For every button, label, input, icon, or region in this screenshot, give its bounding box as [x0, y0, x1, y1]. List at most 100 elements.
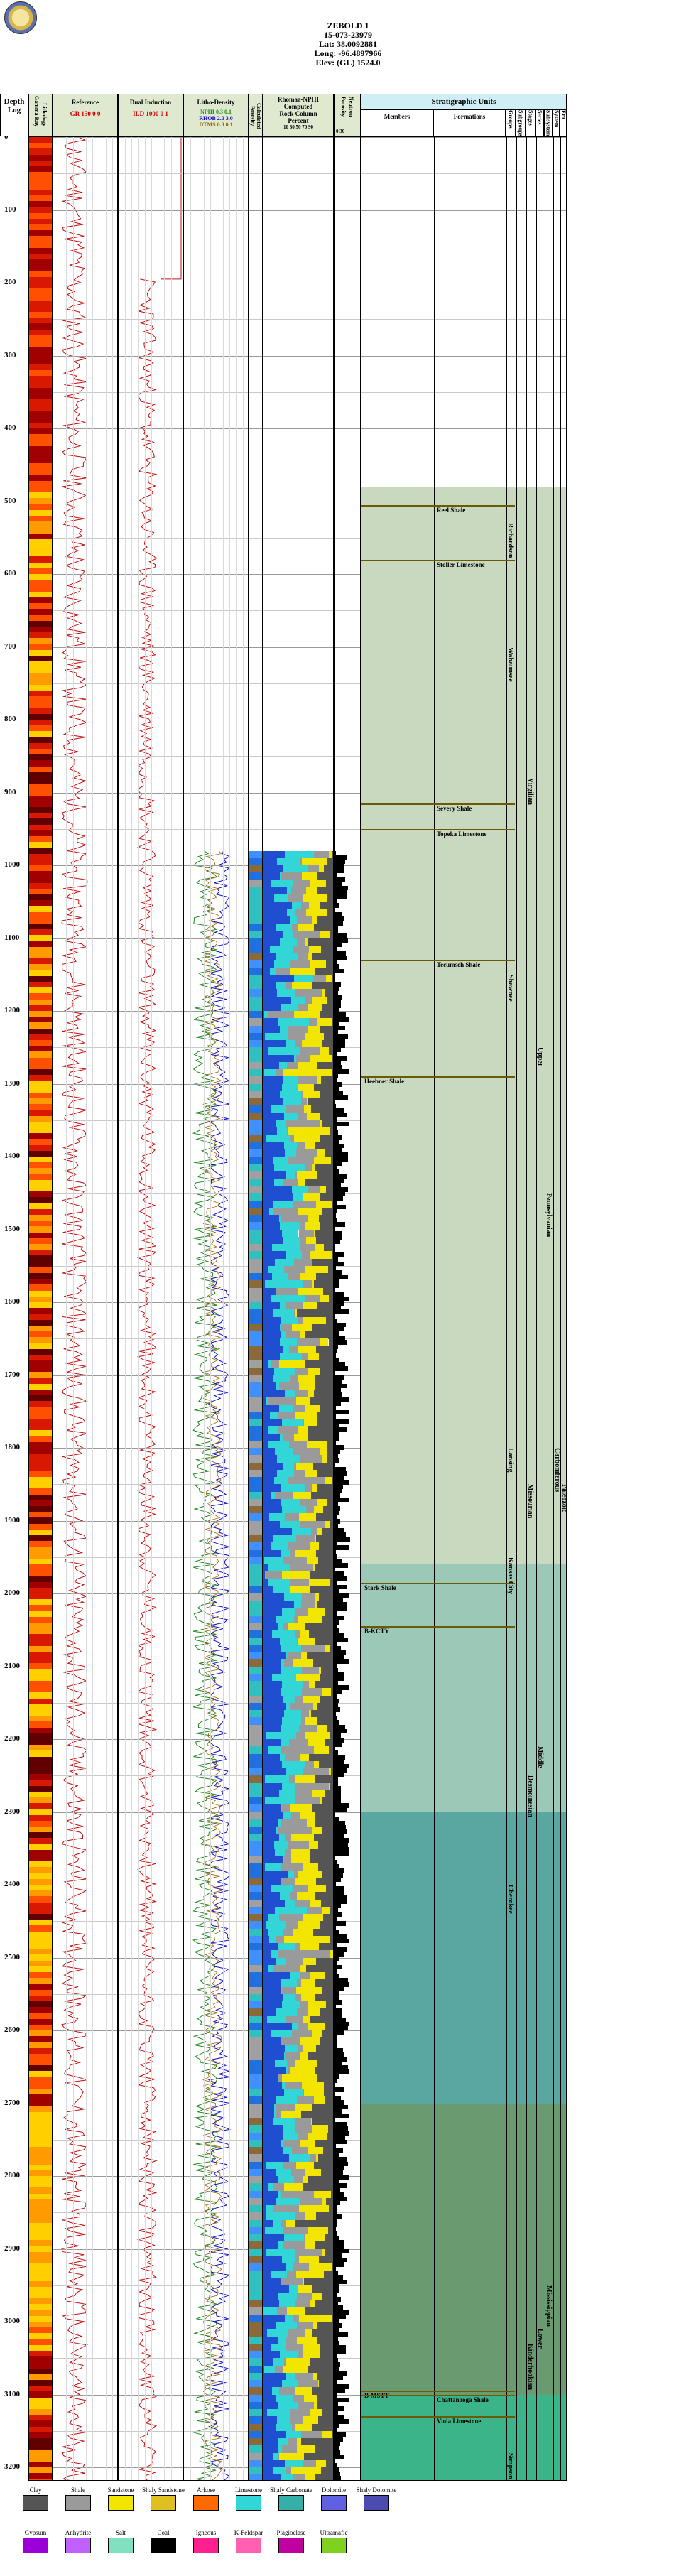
gr-color-band	[29, 2246, 52, 2253]
rock-fraction	[312, 1484, 318, 1493]
porosity-fill	[335, 2419, 350, 2424]
rock-fraction	[263, 2314, 285, 2322]
gr-color-band	[29, 201, 52, 208]
rock-fraction	[295, 1797, 320, 1806]
porosity-fill	[335, 1611, 337, 1616]
rock-fraction	[263, 2452, 273, 2461]
porosity-fill	[335, 982, 341, 987]
rock-fraction	[271, 1294, 305, 1303]
rock-fraction	[263, 2052, 285, 2060]
rock-fraction	[331, 1251, 333, 1260]
rock-fraction	[281, 1229, 299, 1238]
porosity-fill	[335, 1728, 347, 1734]
grid-line	[263, 756, 333, 757]
calc-porosity-band	[249, 1069, 262, 1078]
rock-fraction	[319, 1215, 333, 1223]
rock-fraction	[312, 2329, 333, 2337]
depth-label: 2000	[4, 1589, 20, 1597]
formation-top-line	[361, 1626, 515, 1628]
gr-color-band	[29, 1343, 52, 1350]
rock-fraction	[311, 1827, 322, 1835]
gr-color-band	[29, 1040, 52, 1047]
gr-color-band	[29, 673, 52, 680]
gr-color-band	[29, 574, 52, 581]
calc-porosity-band	[249, 1324, 262, 1332]
rock-fraction	[278, 2387, 295, 2396]
calc-porosity-band	[249, 2322, 262, 2330]
gr-color-band	[29, 1337, 52, 1344]
rock-fraction	[320, 1113, 333, 1121]
porosity-fill	[335, 1846, 350, 1852]
grid-line	[119, 1484, 183, 1485]
gr-color-band	[29, 189, 52, 196]
rock-fraction	[263, 1215, 279, 1223]
gr-color-band	[29, 1599, 52, 1606]
porosity-fill	[335, 1685, 349, 1690]
porosity-fill	[335, 911, 342, 917]
rock-fraction	[278, 2293, 297, 2301]
rock-fraction	[276, 1957, 287, 1966]
rock-fraction	[277, 2241, 284, 2250]
rock-fraction	[315, 1564, 333, 1573]
rock-fraction	[263, 1935, 270, 1944]
porosity-fill	[335, 1921, 347, 1926]
calc-porosity-band	[249, 1804, 262, 1813]
rock-fraction	[266, 1397, 269, 1405]
porosity-fill	[335, 1763, 349, 1769]
porosity-fill	[335, 1694, 337, 1699]
porosity-fill	[335, 2380, 337, 2385]
rock-fraction	[266, 2161, 283, 2170]
calc-porosity-band	[249, 1003, 262, 1012]
rock-fraction	[295, 1309, 297, 1318]
calc-porosity-band	[249, 1171, 262, 1179]
calc-porosity-band	[249, 2125, 262, 2133]
porosity-fill	[335, 1169, 340, 1175]
porosity-fill	[335, 1165, 338, 1170]
rock-fraction	[263, 1390, 285, 1398]
gr-color-band	[29, 2199, 52, 2206]
rock-fraction	[318, 1557, 333, 1565]
porosity-fill	[335, 1261, 345, 1267]
rock-fraction	[300, 1244, 315, 1252]
porosity-fill	[335, 1135, 342, 1140]
rock-fraction	[271, 2343, 286, 2352]
rock-fraction	[307, 1819, 315, 1827]
rock-fraction	[308, 1215, 320, 1223]
grid-line	[53, 1375, 117, 1376]
rock-fraction	[281, 1986, 296, 1995]
rock-fraction	[279, 1302, 286, 1311]
porosity-fill	[335, 1034, 348, 1039]
rock-fraction	[282, 1812, 292, 1820]
porosity-fill	[335, 1515, 337, 1520]
rock-fraction	[313, 1746, 330, 1755]
rock-fraction	[281, 1877, 296, 1885]
gr-color-band	[29, 2170, 52, 2177]
rock-fraction	[322, 1797, 333, 1806]
gr-color-band	[29, 2280, 52, 2288]
porosity-fill	[335, 1466, 346, 1472]
gr-color-band	[29, 1674, 52, 1682]
rock-fraction	[284, 1593, 303, 1602]
rock-fraction	[279, 1382, 299, 1390]
rock-fraction	[285, 1921, 299, 1930]
grid-line	[335, 1302, 360, 1303]
rock-fraction	[264, 1069, 276, 1078]
lithology-title: Lithology	[41, 103, 48, 127]
grid-line	[335, 2358, 360, 2359]
calc-porosity-band	[249, 1637, 262, 1645]
gr-color-band	[29, 1663, 52, 1670]
calc-porosity-band	[249, 1688, 262, 1696]
rock-fraction	[263, 1040, 286, 1049]
gr-color-band	[29, 2310, 52, 2317]
rock-fraction	[263, 1244, 272, 1252]
rock-fraction	[264, 1280, 304, 1289]
calc-porosity-band	[249, 1061, 262, 1070]
gr-color-band	[29, 987, 52, 995]
rock-fraction	[282, 1782, 296, 1791]
porosity-fill	[335, 1851, 350, 1856]
gr-color-band	[29, 1535, 52, 1542]
gr-color-band	[29, 259, 52, 266]
calc-porosity-band	[249, 1892, 262, 1900]
grid-line	[119, 1448, 183, 1449]
porosity-fill	[335, 1842, 349, 1848]
